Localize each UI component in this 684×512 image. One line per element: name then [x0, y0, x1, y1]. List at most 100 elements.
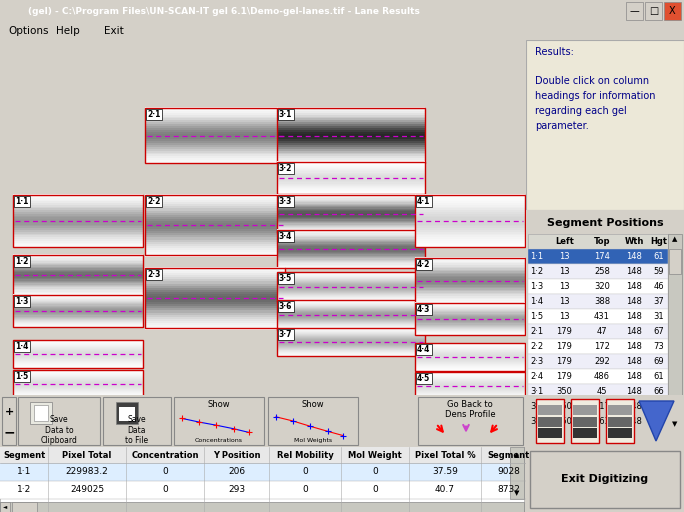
Bar — [277, 423, 425, 425]
Bar — [415, 393, 525, 394]
Bar — [277, 319, 425, 321]
Bar — [13, 226, 143, 229]
Bar — [415, 357, 525, 358]
Bar — [13, 255, 143, 258]
Bar — [13, 327, 143, 328]
Bar — [415, 237, 525, 240]
Bar — [277, 212, 425, 215]
Bar — [13, 356, 143, 357]
Bar — [145, 248, 285, 250]
Bar — [145, 233, 285, 236]
Bar — [277, 284, 425, 285]
Bar — [277, 143, 425, 145]
Bar — [528, 369, 668, 384]
Bar — [277, 281, 425, 282]
Bar — [277, 126, 425, 129]
Bar — [277, 180, 425, 182]
Bar — [145, 244, 285, 246]
Bar — [415, 355, 525, 356]
Bar — [13, 325, 143, 327]
Text: 148: 148 — [627, 417, 642, 426]
Bar — [277, 355, 425, 356]
Text: Segment: Segment — [488, 451, 530, 459]
Bar — [13, 205, 143, 207]
Bar — [277, 240, 425, 242]
Bar — [538, 428, 562, 438]
Bar — [573, 417, 597, 426]
Bar — [277, 111, 425, 113]
Bar — [277, 149, 425, 151]
Bar — [145, 316, 285, 319]
Text: 4·1: 4·1 — [417, 197, 430, 206]
Bar — [277, 283, 425, 284]
Bar — [415, 325, 525, 326]
Bar — [528, 354, 668, 369]
Bar — [145, 147, 285, 149]
Bar — [415, 394, 525, 395]
Bar — [145, 441, 285, 443]
Bar — [13, 216, 143, 218]
Bar — [415, 208, 525, 211]
Bar — [145, 195, 285, 255]
Bar — [415, 397, 525, 398]
Bar — [13, 198, 143, 200]
Bar — [103, 397, 171, 445]
Bar — [415, 196, 525, 198]
Bar — [145, 420, 285, 422]
Bar — [145, 151, 285, 153]
Bar — [145, 126, 285, 129]
Bar — [415, 374, 525, 376]
Text: 148: 148 — [627, 267, 642, 276]
Bar — [277, 349, 425, 350]
Bar — [277, 399, 425, 401]
Bar — [277, 301, 425, 302]
Bar — [415, 330, 525, 332]
Bar — [145, 219, 285, 221]
Bar — [116, 401, 138, 423]
Bar — [277, 176, 425, 177]
Text: Concentrations: Concentrations — [195, 438, 243, 443]
Bar — [145, 210, 285, 213]
Bar — [145, 246, 285, 248]
Bar — [277, 223, 425, 225]
Bar — [415, 271, 525, 273]
Text: 148: 148 — [627, 387, 642, 396]
Bar — [528, 339, 668, 354]
Bar — [277, 332, 425, 334]
Bar — [277, 288, 425, 290]
Bar — [277, 249, 425, 251]
Bar — [13, 259, 143, 260]
Bar — [13, 375, 143, 377]
Bar — [145, 158, 285, 161]
Bar — [145, 111, 285, 113]
Bar — [13, 366, 143, 367]
Bar — [145, 410, 285, 413]
Bar — [277, 267, 425, 269]
Bar — [277, 170, 425, 172]
Bar — [415, 218, 525, 220]
Bar — [415, 383, 525, 385]
Bar — [277, 239, 425, 240]
Bar — [277, 415, 425, 416]
Bar — [277, 290, 425, 292]
Bar — [145, 425, 285, 428]
Text: 2·2: 2·2 — [147, 197, 160, 206]
Bar — [145, 155, 285, 157]
Bar — [277, 316, 425, 317]
Bar — [277, 300, 425, 330]
Bar — [13, 303, 143, 305]
Bar — [415, 392, 525, 393]
Text: 3·4: 3·4 — [279, 232, 292, 241]
Bar — [277, 354, 425, 355]
Bar — [145, 435, 285, 437]
Bar — [13, 362, 143, 364]
Bar — [277, 155, 425, 157]
Bar — [277, 400, 425, 428]
Bar — [415, 273, 525, 275]
Bar — [415, 345, 525, 346]
Bar — [13, 370, 143, 371]
Bar — [277, 209, 425, 210]
Text: Save: Save — [128, 415, 146, 424]
Bar — [277, 296, 425, 298]
Bar — [277, 411, 425, 413]
